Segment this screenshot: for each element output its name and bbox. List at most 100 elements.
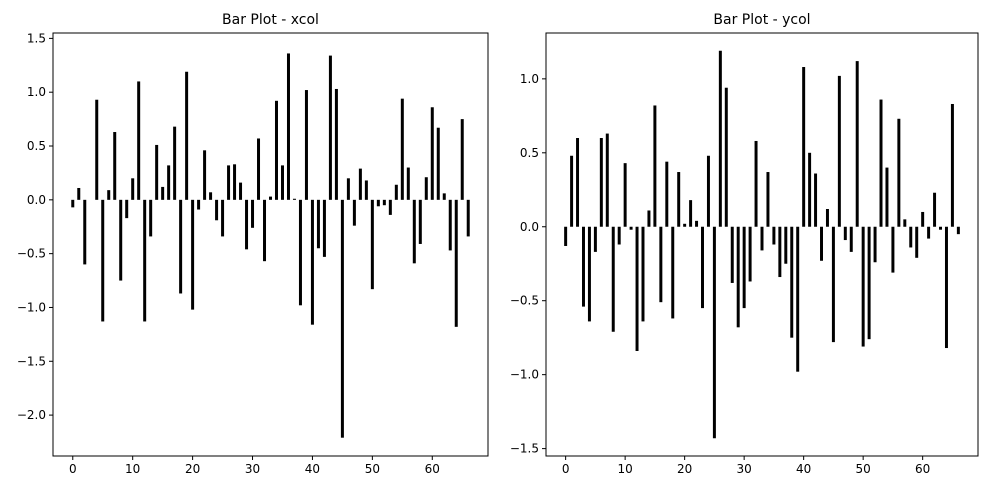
bar <box>364 180 368 200</box>
bar <box>837 75 841 227</box>
bar <box>635 226 639 351</box>
x-tick-label: 0 <box>69 462 77 476</box>
bar <box>448 199 452 251</box>
y-tick-label: 0.5 <box>520 146 539 160</box>
bar <box>784 226 788 264</box>
bar <box>671 226 675 319</box>
y-tick-label: −2.0 <box>17 408 46 422</box>
bar <box>748 226 752 282</box>
bar <box>161 186 165 200</box>
bar <box>119 199 123 281</box>
bar <box>466 199 470 237</box>
bar <box>107 190 111 200</box>
bar <box>843 226 847 241</box>
bar <box>346 178 350 200</box>
x-tick-label: 60 <box>425 462 440 476</box>
bar <box>617 226 621 245</box>
bar <box>113 132 117 200</box>
bar <box>582 226 585 307</box>
bar <box>263 199 267 262</box>
bar <box>125 199 129 219</box>
bar <box>706 155 710 227</box>
bar <box>149 199 153 237</box>
bar <box>143 199 147 322</box>
bar <box>71 199 75 208</box>
bar <box>605 133 609 227</box>
bar <box>400 98 404 200</box>
y-tick-label: −1.5 <box>17 354 46 368</box>
bar <box>436 127 440 200</box>
axes-frame <box>545 32 979 457</box>
bar <box>191 199 195 310</box>
bar <box>167 165 171 200</box>
bar <box>683 223 687 227</box>
bar <box>831 226 835 343</box>
bar <box>251 199 255 228</box>
chart-panel-0: 0 10 20 30 40 50 60 −2.0 −1.5 −1.0 −0.5 0.0 0.5 1.0 1.… <box>17 12 489 476</box>
bar <box>712 226 716 439</box>
y-tick-label: 1.5 <box>27 31 46 45</box>
bar <box>316 199 320 249</box>
bar <box>766 172 770 227</box>
bar <box>179 199 183 294</box>
bar <box>442 193 446 200</box>
bar <box>245 199 249 250</box>
bar <box>203 150 207 200</box>
bar <box>77 187 81 200</box>
x-tick-label: 40 <box>796 462 811 476</box>
bar <box>131 178 135 200</box>
bar <box>623 163 627 227</box>
bar <box>611 226 615 332</box>
bar <box>629 226 633 230</box>
bar <box>328 55 332 200</box>
bar <box>641 226 645 322</box>
bar <box>695 220 699 227</box>
bar <box>173 126 177 200</box>
bar <box>388 199 392 215</box>
x-tick-label: 30 <box>245 462 260 476</box>
bar <box>820 226 823 261</box>
bar <box>718 50 722 227</box>
bar <box>269 196 272 200</box>
y-tick-label: 0.0 <box>27 193 46 207</box>
bar <box>915 226 919 258</box>
bar <box>587 226 591 322</box>
bar <box>304 90 308 200</box>
bar <box>310 199 314 325</box>
bar <box>730 226 734 283</box>
bar <box>885 167 889 227</box>
bar <box>647 210 651 227</box>
bar <box>274 100 278 200</box>
bar <box>677 172 681 227</box>
y-tick-label: 0.5 <box>27 139 46 153</box>
bar <box>653 105 657 227</box>
bar <box>334 88 338 200</box>
bar <box>903 219 907 227</box>
bar <box>352 199 356 226</box>
bar <box>292 198 296 200</box>
bar <box>796 226 800 372</box>
bar <box>939 226 942 230</box>
bar <box>185 71 189 200</box>
bar <box>95 99 99 200</box>
bar <box>873 226 877 263</box>
y-tick-label: −1.5 <box>510 442 539 456</box>
bar <box>460 119 464 200</box>
bar <box>221 199 225 237</box>
x-tick-label: 30 <box>737 462 752 476</box>
bar <box>280 165 284 200</box>
x-tick-label: 50 <box>856 462 871 476</box>
bar <box>227 165 231 200</box>
bar <box>778 226 782 278</box>
bar <box>286 53 290 200</box>
bar <box>83 199 87 265</box>
bar <box>944 226 948 349</box>
bar <box>808 152 812 227</box>
chart-title: Bar Plot - ycol <box>713 12 810 28</box>
bar <box>298 199 302 306</box>
bar <box>891 226 895 273</box>
bar <box>370 199 374 290</box>
bar <box>101 199 105 322</box>
x-tick-label: 10 <box>617 462 632 476</box>
